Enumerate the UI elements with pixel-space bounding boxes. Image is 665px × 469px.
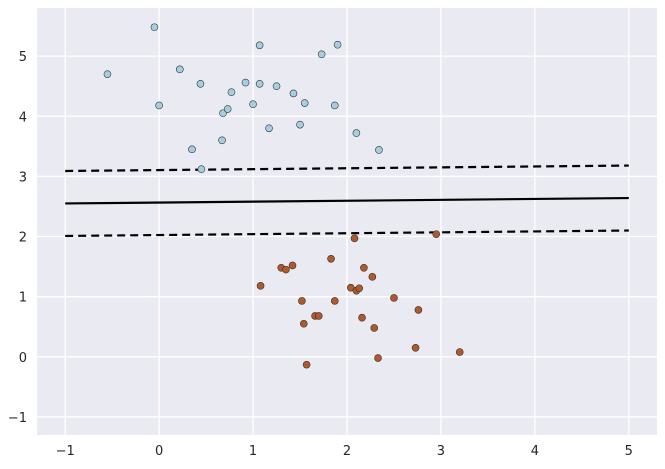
data-point-series-1	[432, 230, 441, 238]
decision-boundary-line	[65, 196, 629, 205]
data-point-series-1	[299, 319, 308, 328]
data-point-series-0	[255, 79, 264, 88]
data-point-series-1	[282, 265, 290, 274]
data-point-series-0	[155, 101, 163, 110]
data-point-series-0	[272, 82, 281, 90]
x-tick-label: 0	[155, 444, 163, 459]
data-point-series-0	[223, 105, 232, 113]
data-point-series-1	[350, 234, 359, 243]
data-point-series-1	[368, 273, 377, 281]
y-tick-label: 5	[19, 50, 27, 65]
data-point-series-0	[333, 40, 342, 49]
data-point-series-0	[300, 99, 309, 107]
y-tick-label: 2	[19, 231, 27, 246]
data-point-series-1	[355, 284, 364, 293]
margin-line-2	[65, 229, 629, 238]
data-point-series-1	[358, 313, 366, 322]
x-tick-label: 1	[249, 444, 257, 459]
y-tick-label: 4	[19, 110, 27, 125]
y-axis-ticks: −1 0 1 2 3 4 5	[8, 50, 27, 426]
y-tick-label: −1	[8, 411, 27, 426]
data-point-series-0	[227, 88, 236, 96]
data-point-series-0	[241, 78, 250, 87]
x-axis-ticks: −1 0 1 2 3 4 5	[56, 444, 633, 459]
data-point-series-1	[315, 312, 323, 320]
data-point-series-0	[330, 101, 339, 110]
data-point-series-0	[289, 89, 298, 98]
data-point-series-0	[352, 129, 361, 137]
data-point-series-0	[218, 136, 226, 145]
y-tick-label: 3	[19, 170, 27, 185]
x-tick-label: 5	[625, 444, 633, 459]
grid	[37, 8, 657, 435]
data-point-series-0	[317, 50, 326, 59]
data-point-series-1	[302, 360, 311, 369]
data-point-series-1	[360, 264, 368, 272]
x-tick-label: 4	[531, 444, 539, 459]
data-point-series-1	[390, 294, 398, 302]
data-point-series-0	[255, 41, 264, 50]
data-point-series-0	[296, 120, 304, 129]
data-point-series-1	[374, 354, 382, 362]
data-point-series-0	[175, 65, 184, 74]
data-point-series-1	[455, 348, 464, 356]
y-tick-label: 1	[19, 291, 27, 306]
data-point-series-1	[370, 324, 379, 332]
x-tick-label: 3	[437, 444, 445, 459]
data-point-series-0	[249, 100, 257, 109]
data-point-series-0	[375, 146, 383, 154]
y-tick-label: 0	[19, 351, 27, 366]
data-points	[103, 23, 464, 369]
decision-lines	[65, 164, 629, 238]
data-point-series-0	[196, 79, 205, 88]
data-point-series-0	[150, 23, 159, 32]
data-point-series-1	[256, 282, 265, 290]
margin-line-1	[65, 164, 629, 173]
data-point-series-0	[265, 124, 273, 133]
data-point-series-0	[219, 109, 227, 118]
x-tick-label: 2	[343, 444, 351, 459]
data-point-series-0	[197, 165, 206, 173]
data-point-series-0	[188, 145, 196, 154]
data-point-series-1	[414, 306, 423, 314]
data-point-series-1	[330, 297, 339, 305]
data-point-series-0	[103, 70, 112, 78]
data-point-series-1	[288, 261, 297, 270]
data-point-series-1	[298, 297, 306, 305]
data-point-series-1	[327, 254, 335, 263]
x-tick-label: −1	[56, 444, 75, 459]
data-point-series-1	[411, 343, 420, 352]
